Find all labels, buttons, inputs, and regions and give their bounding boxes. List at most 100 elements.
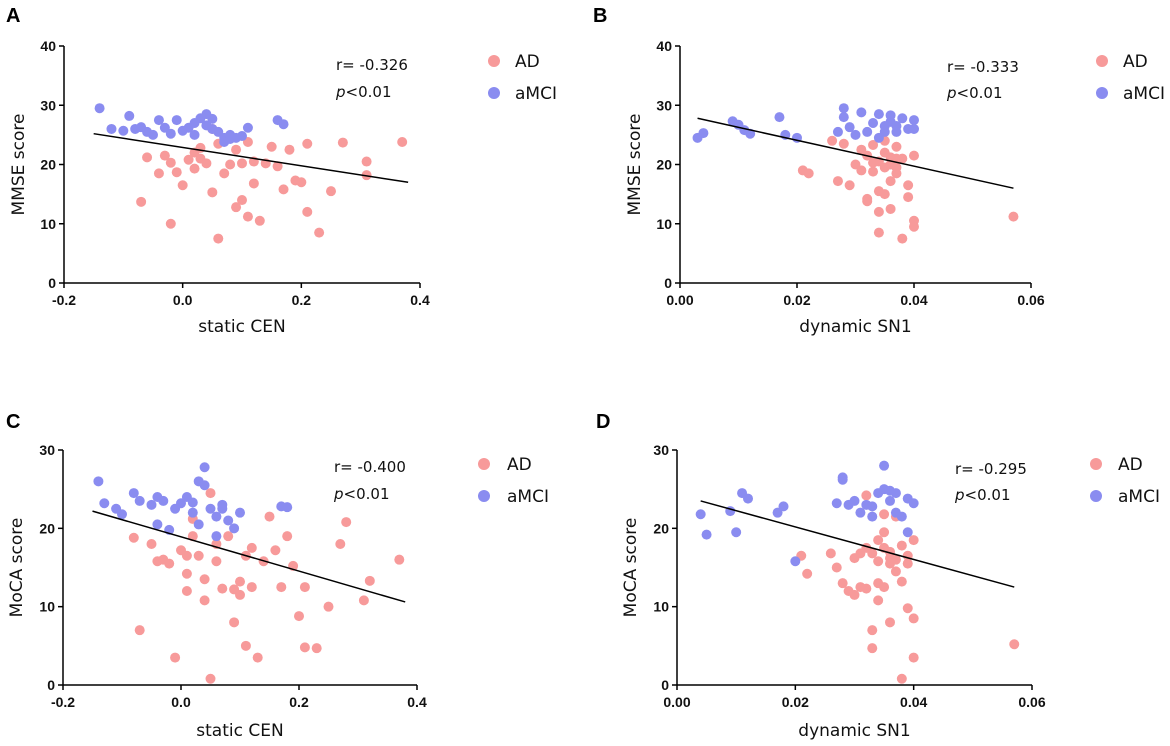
point-ad	[908, 652, 919, 663]
point-ad	[284, 144, 295, 155]
regression-line	[92, 510, 406, 603]
point-amci	[211, 531, 222, 542]
point-ad	[902, 558, 913, 569]
correlation-label: r= -0.400	[334, 458, 406, 476]
point-amci	[207, 113, 218, 124]
panel-letter: D	[596, 411, 610, 433]
point-ad	[873, 595, 884, 606]
y-tick-label: 10	[40, 216, 56, 232]
point-amci	[778, 501, 789, 512]
y-axis-label: MMSE score	[625, 114, 645, 216]
point-ad	[903, 180, 914, 191]
point-amci	[187, 507, 198, 518]
point-ad	[171, 167, 182, 178]
point-amci	[152, 519, 163, 530]
y-tick-label: 10	[656, 216, 672, 232]
y-axis-label: MMSE score	[9, 114, 29, 216]
point-amci	[93, 476, 104, 487]
point-amci	[205, 503, 216, 514]
point-ad	[827, 135, 838, 146]
point-ad	[803, 168, 814, 179]
x-axis-label: static CEN	[196, 721, 283, 741]
point-amci	[743, 493, 753, 504]
point-ad	[270, 545, 281, 556]
y-tick-label: 40	[656, 38, 672, 54]
point-amci	[902, 527, 913, 538]
point-amci	[278, 119, 289, 130]
point-ad	[896, 540, 907, 551]
legend-marker-amci	[478, 490, 490, 502]
point-ad	[873, 206, 884, 217]
point-amci	[885, 110, 896, 121]
point-ad	[885, 176, 896, 187]
point-amci	[731, 527, 742, 538]
p-value: <0.01	[346, 83, 392, 101]
point-ad	[165, 157, 176, 168]
point-amci	[229, 523, 240, 534]
point-amci	[199, 462, 210, 473]
p-value: <0.01	[957, 84, 1003, 102]
point-amci	[193, 519, 204, 530]
point-ad	[296, 177, 307, 188]
point-ad	[181, 586, 192, 596]
point-amci	[849, 495, 860, 506]
point-ad	[909, 221, 919, 232]
x-tick-label: -0.2	[51, 694, 75, 710]
p-value-label: p<0.01	[946, 84, 1003, 102]
panel-letter: A	[6, 5, 20, 27]
point-ad	[856, 165, 867, 176]
point-ad	[832, 176, 843, 187]
point-ad	[242, 211, 253, 222]
x-tick-label: 0.04	[900, 292, 927, 308]
point-ad	[252, 652, 263, 663]
point-ad	[873, 535, 884, 546]
point-ad	[199, 595, 210, 606]
point-ad	[266, 141, 277, 152]
point-amci	[838, 112, 849, 123]
point-amci	[832, 126, 843, 137]
panel-c: C r= -0.400 p<0.01 AD aMCI 0 10 20 30 -0.2 0.…	[6, 411, 549, 741]
point-ad	[337, 137, 348, 148]
legend-marker-ad	[488, 55, 500, 67]
point-ad	[278, 184, 289, 195]
point-ad	[213, 233, 224, 244]
point-amci	[868, 118, 879, 129]
point-amci	[909, 115, 919, 126]
p-italic: p	[954, 486, 965, 504]
point-amci	[885, 495, 895, 506]
point-ad	[264, 511, 275, 522]
y-tick-label: 20	[40, 157, 56, 173]
point-ad	[187, 531, 198, 542]
point-ad	[908, 613, 919, 624]
point-ad	[153, 168, 164, 179]
point-ad	[358, 595, 369, 606]
point-ad	[248, 178, 259, 189]
x-tick-label: 0.00	[663, 694, 690, 710]
point-amci	[837, 474, 848, 485]
p-value-label: p<0.01	[333, 485, 390, 503]
point-ad	[205, 673, 216, 684]
y-tick-label: 0	[48, 275, 56, 291]
legend-marker-amci	[488, 87, 500, 99]
point-ad	[237, 158, 247, 169]
point-ad	[844, 180, 855, 191]
point-ad	[211, 556, 222, 567]
point-amci	[99, 498, 110, 509]
p-value: <0.01	[965, 486, 1011, 504]
point-ad	[170, 652, 181, 663]
point-ad	[302, 138, 313, 149]
point-ad	[314, 227, 325, 238]
point-ad	[294, 611, 304, 622]
point-amci	[187, 497, 198, 508]
point-ad	[891, 141, 902, 152]
point-ad	[397, 136, 408, 147]
x-axis-label: dynamic SN1	[799, 317, 911, 337]
point-ad	[1009, 639, 1020, 650]
y-tick-label: 20	[39, 520, 55, 536]
p-italic: p	[335, 83, 346, 101]
legend-label-ad: AD	[515, 52, 540, 72]
y-tick-label: 10	[653, 599, 669, 615]
point-amci	[890, 488, 901, 499]
point-ad	[361, 156, 372, 167]
point-amci	[873, 109, 884, 120]
